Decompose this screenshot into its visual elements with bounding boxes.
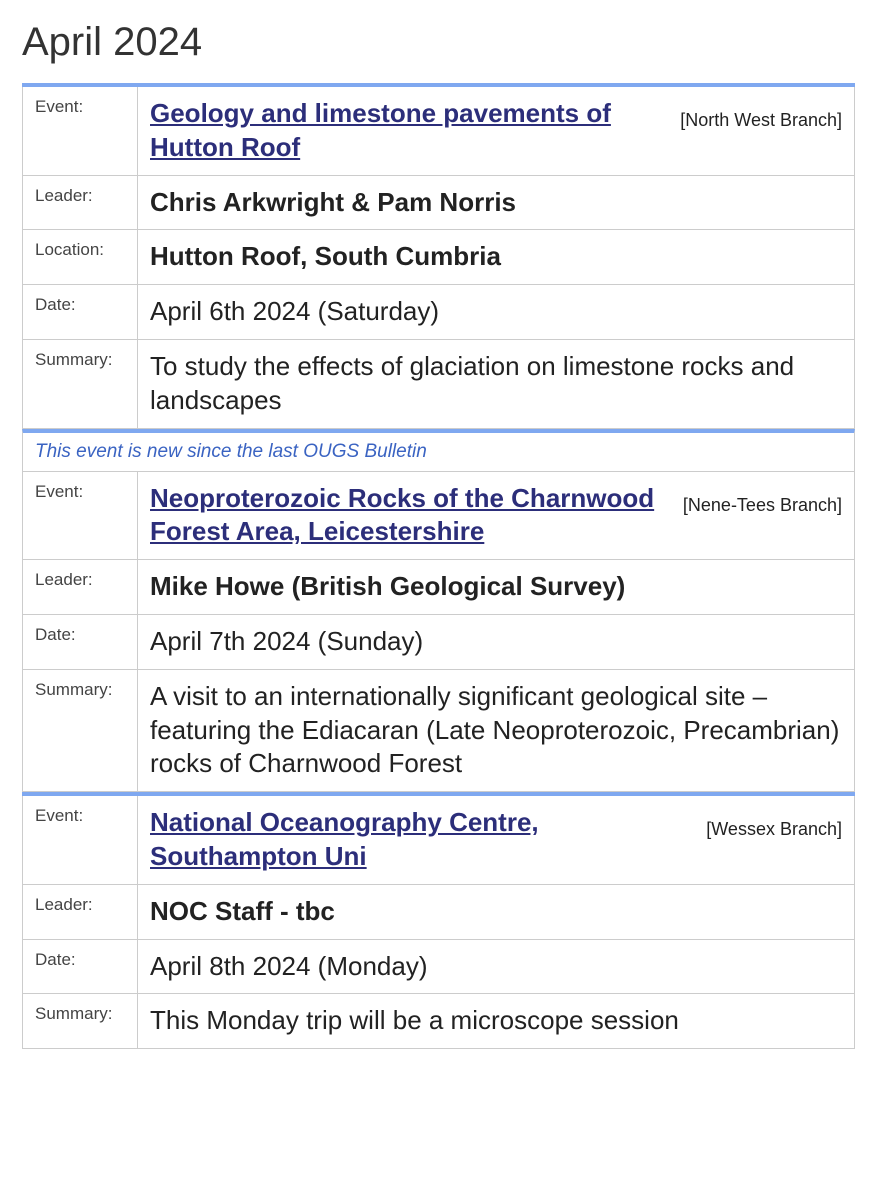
label-summary: Summary: [23, 339, 138, 428]
event-summary: This Monday trip will be a microscope se… [138, 994, 855, 1049]
event-title-link[interactable]: Geology and limestone pavements of Hutto… [150, 98, 611, 162]
label-date: Date: [23, 939, 138, 994]
event-table: Event: [Nene-Tees Branch] Neoproterozoic R… [22, 471, 855, 793]
label-event: Event: [23, 85, 138, 175]
label-event: Event: [23, 794, 138, 884]
label-leader: Leader: [23, 884, 138, 939]
new-event-banner: This event is new since the last OUGS Bu… [22, 429, 855, 471]
event-title-cell: [Nene-Tees Branch] Neoproterozoic Rocks o… [138, 471, 855, 560]
event-location: Hutton Roof, South Cumbria [138, 230, 855, 285]
event-leader: NOC Staff - tbc [138, 884, 855, 939]
label-date: Date: [23, 285, 138, 340]
event-summary: A visit to an internationally significan… [138, 669, 855, 791]
event-leader: Mike Howe (British Geological Survey) [138, 560, 855, 615]
event-date: April 7th 2024 (Sunday) [138, 614, 855, 669]
event-branch: [Wessex Branch] [706, 818, 842, 841]
event-title-link[interactable]: Neoproterozoic Rocks of the Charnwood Fo… [150, 483, 654, 547]
label-leader: Leader: [23, 560, 138, 615]
event-date: April 6th 2024 (Saturday) [138, 285, 855, 340]
event-table: Event: [Wessex Branch] National Oceanograp… [22, 792, 855, 1049]
label-event: Event: [23, 471, 138, 560]
event-branch: [North West Branch] [680, 109, 842, 132]
event-leader: Chris Arkwright & Pam Norris [138, 175, 855, 230]
event-title-cell: [Wessex Branch] National Oceanography Cen… [138, 794, 855, 884]
label-leader: Leader: [23, 175, 138, 230]
event-title-cell: [North West Branch] Geology and limestone… [138, 85, 855, 175]
label-date: Date: [23, 614, 138, 669]
events-list: Event: [North West Branch] Geology and lim… [22, 83, 855, 1049]
event-title-link[interactable]: National Oceanography Centre, Southampto… [150, 807, 539, 871]
label-summary: Summary: [23, 994, 138, 1049]
page-title: April 2024 [22, 20, 855, 65]
event-date: April 8th 2024 (Monday) [138, 939, 855, 994]
label-location: Location: [23, 230, 138, 285]
event-table: Event: [North West Branch] Geology and lim… [22, 83, 855, 429]
label-summary: Summary: [23, 669, 138, 791]
event-summary: To study the effects of glaciation on li… [138, 339, 855, 428]
event-branch: [Nene-Tees Branch] [683, 494, 842, 517]
